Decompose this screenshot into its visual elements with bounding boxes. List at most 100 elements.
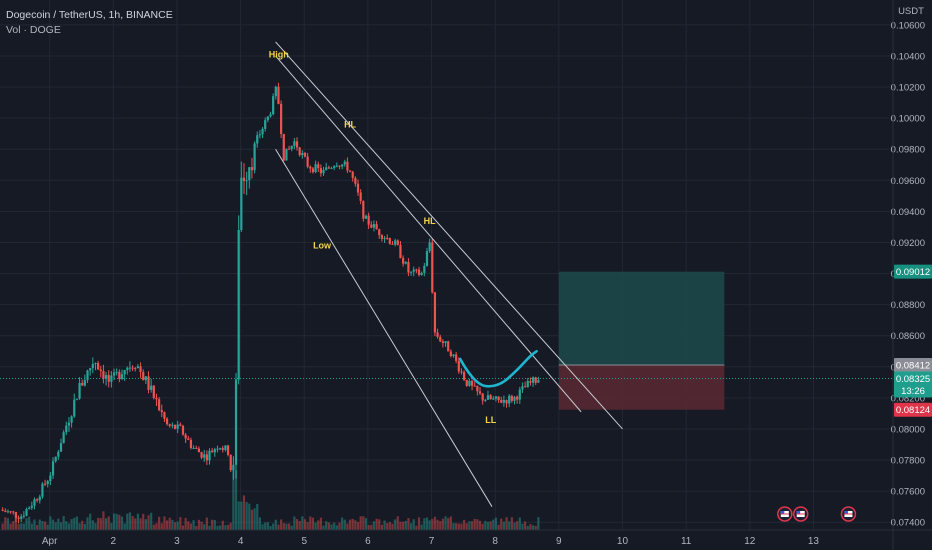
volume-bar [290, 525, 293, 530]
volume-bar [444, 516, 447, 530]
cup-curve [458, 349, 538, 388]
volume-indicator-label[interactable]: Vol · DOGE [6, 24, 61, 36]
flag-icon-canton [844, 511, 848, 514]
candle-body [181, 425, 185, 435]
volume-bar [449, 516, 452, 530]
candle-body [94, 362, 97, 364]
candle-body [152, 385, 155, 398]
volume-bar [280, 519, 283, 530]
candle-body [219, 448, 222, 450]
event-markers [777, 506, 857, 522]
symbol-title: Dogecoin / TetherUS, 1h, BINANCE [6, 9, 173, 21]
y-tick-label: 0.07400 [891, 518, 925, 529]
volume-bar [28, 516, 31, 530]
volume-bars [1, 470, 540, 530]
volume-bar [341, 517, 344, 530]
price-tag-label: 0.09012 [896, 267, 930, 278]
candle-body [497, 396, 500, 401]
candle-body [354, 177, 357, 184]
volume-bar [99, 518, 102, 530]
volume-bar [12, 521, 15, 530]
volume-bar [460, 523, 463, 530]
volume-bar [232, 470, 235, 530]
volume-bar [524, 521, 527, 530]
candle-body [128, 367, 132, 369]
volume-bar [250, 509, 254, 530]
candle-body [49, 475, 52, 482]
candle-body [287, 148, 291, 150]
candle-body [476, 385, 479, 392]
volume-bar [4, 517, 7, 530]
candle-body [258, 134, 262, 136]
volume-bar [261, 524, 264, 530]
candle-body [195, 447, 198, 449]
candle-body [30, 505, 33, 508]
volume-bar [282, 523, 285, 530]
candle-body [110, 375, 113, 382]
volume-bar [486, 521, 490, 530]
x-tick-label: 7 [429, 536, 435, 547]
candle-body [51, 461, 55, 476]
volume-bar [319, 517, 322, 530]
candle-body [229, 454, 232, 471]
volume-bar [269, 525, 272, 530]
candle-body [78, 383, 81, 399]
volume-bar [372, 521, 376, 530]
volume-bar [402, 521, 405, 530]
profit-zone [558, 271, 725, 365]
candle-body [41, 483, 44, 497]
volume-bar [502, 521, 505, 530]
volume-bar [67, 523, 71, 530]
candle-body [134, 368, 137, 370]
volume-bar [176, 521, 179, 530]
volume-bar [409, 523, 413, 530]
cup-curve [458, 349, 538, 388]
channel-line [275, 148, 493, 507]
volume-bar [481, 523, 484, 530]
volume-bar [171, 519, 174, 530]
volume-bar [505, 517, 508, 530]
volume-bar [399, 521, 402, 530]
volume-bar [425, 517, 429, 530]
volume-bar [412, 519, 415, 530]
candle-body [348, 170, 352, 172]
annotation-label: LL [485, 415, 496, 425]
volume-bar [43, 521, 47, 530]
volume-bar [338, 522, 341, 530]
candle-body [492, 398, 495, 400]
volume-bar [139, 518, 142, 530]
volume-bar [62, 516, 65, 530]
candle-body [264, 120, 267, 129]
candle-body [516, 396, 519, 400]
candle-body [370, 224, 373, 228]
flag-icon-canton [780, 511, 785, 514]
volume-bar [386, 523, 389, 530]
volume-bar [57, 518, 60, 530]
candle-body [184, 434, 187, 439]
x-tick-label: 8 [492, 536, 498, 547]
candle-body [28, 507, 31, 510]
volume-bar [97, 517, 100, 530]
volume-bar [229, 522, 232, 530]
candle-body [322, 170, 325, 174]
candle-body [396, 240, 399, 245]
volume-bar [224, 525, 227, 530]
x-tick-label: 5 [301, 536, 307, 547]
volume-bar [417, 517, 421, 530]
volume-bar [17, 524, 20, 530]
candle-body [142, 372, 145, 381]
annotation-label: High [269, 50, 289, 60]
volume-bar [447, 518, 450, 530]
candle-body [131, 367, 134, 369]
volume-bar [264, 522, 267, 530]
volume-bar [309, 516, 312, 530]
volume-bar [327, 522, 330, 530]
grid [0, 0, 893, 530]
candle-body [234, 379, 238, 465]
loss-zone [558, 364, 725, 410]
candle-body [104, 375, 108, 379]
y-tick-label: 0.09600 [891, 176, 925, 187]
price-tag [894, 371, 932, 398]
candle-body [518, 389, 521, 400]
